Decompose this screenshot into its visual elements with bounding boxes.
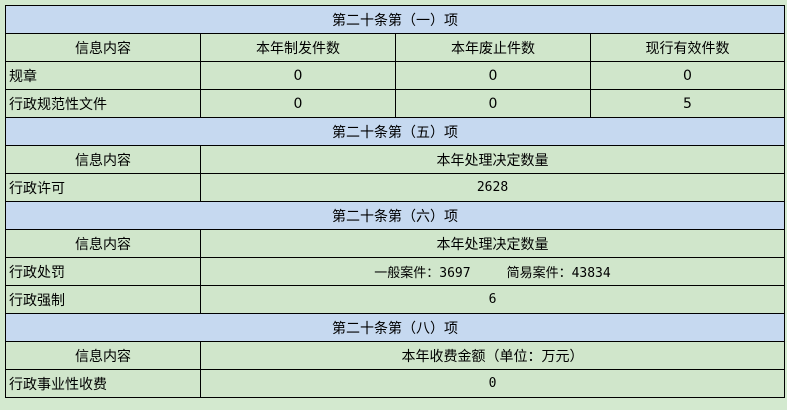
table-row: 行政规范性文件 0 0 5 <box>5 89 785 118</box>
column-header-row: 信息内容 本年收费金额（单位：万元） <box>5 341 785 370</box>
general-cases: 一般案件：3697 <box>374 266 471 281</box>
section-header: 第二十条第（五）项 <box>5 117 785 146</box>
row-label: 行政规范性文件 <box>5 89 201 118</box>
table-row: 行政事业性收费 0 <box>5 369 785 398</box>
column-header: 本年处理决定数量 <box>200 145 785 174</box>
cell-value: 0 <box>200 61 396 90</box>
table-row: 行政强制 6 <box>5 285 785 314</box>
table-row: 行政处罚 一般案件：3697 简易案件：43834 <box>5 257 785 286</box>
row-label: 行政强制 <box>5 285 201 314</box>
section-title: 第二十条第（八）项 <box>5 313 785 342</box>
column-header: 信息内容 <box>5 341 201 370</box>
simple-cases: 简易案件：43834 <box>506 266 611 281</box>
cell-value: 0 <box>200 369 785 398</box>
table-row: 规章 0 0 0 <box>5 61 785 90</box>
cell-value: 0 <box>395 89 591 118</box>
column-header: 现行有效件数 <box>590 33 785 62</box>
column-header: 本年制发件数 <box>200 33 396 62</box>
row-label: 行政处罚 <box>5 257 201 286</box>
row-label: 行政事业性收费 <box>5 369 201 398</box>
section-title: 第二十条第（六）项 <box>5 201 785 230</box>
section-header: 第二十条第（八）项 <box>5 313 785 342</box>
column-header: 信息内容 <box>5 33 201 62</box>
section-title: 第二十条第（一）项 <box>5 5 785 34</box>
section-header: 第二十条第（一）项 <box>5 5 785 34</box>
disclosure-table: 第二十条第（一）项 信息内容 本年制发件数 本年废止件数 现行有效件数 规章 0… <box>5 5 785 398</box>
column-header: 信息内容 <box>5 145 201 174</box>
cell-value: 6 <box>200 285 785 314</box>
cell-value: 0 <box>590 61 785 90</box>
section-title: 第二十条第（五）项 <box>5 117 785 146</box>
column-header: 本年处理决定数量 <box>200 229 785 258</box>
column-header: 本年废止件数 <box>395 33 591 62</box>
column-header: 本年收费金额（单位：万元） <box>200 341 785 370</box>
cell-value: 0 <box>395 61 591 90</box>
column-header-row: 信息内容 本年处理决定数量 <box>5 145 785 174</box>
cell-value: 5 <box>590 89 785 118</box>
cell-value: 一般案件：3697 简易案件：43834 <box>200 257 785 286</box>
cell-value: 0 <box>200 89 396 118</box>
column-header-row: 信息内容 本年处理决定数量 <box>5 229 785 258</box>
row-label: 行政许可 <box>5 173 201 202</box>
cell-value: 2628 <box>200 173 785 202</box>
column-header: 信息内容 <box>5 229 201 258</box>
table-row: 行政许可 2628 <box>5 173 785 202</box>
row-label: 规章 <box>5 61 201 90</box>
column-header-row: 信息内容 本年制发件数 本年废止件数 现行有效件数 <box>5 33 785 62</box>
section-header: 第二十条第（六）项 <box>5 201 785 230</box>
